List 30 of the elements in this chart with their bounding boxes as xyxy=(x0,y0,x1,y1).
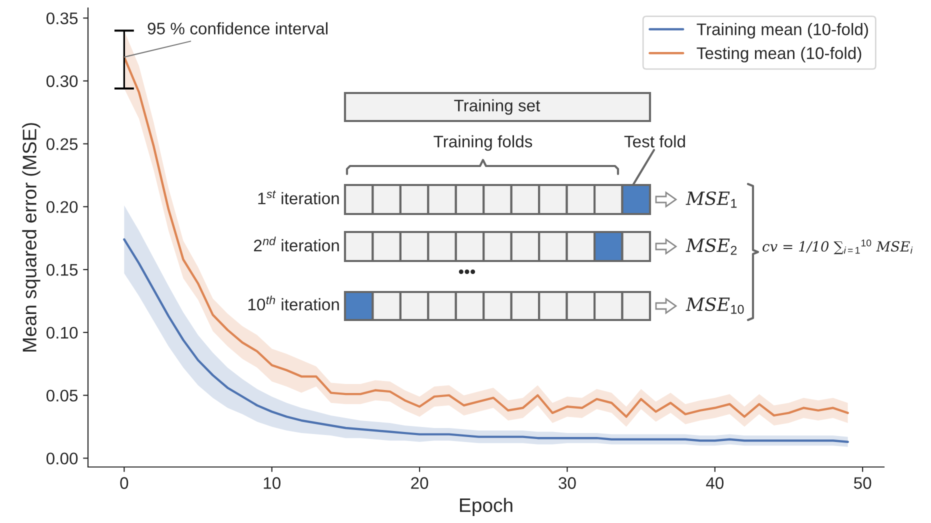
y-axis-title: Mean squared error (MSE) xyxy=(22,123,40,352)
y-tick-label: 0.15 xyxy=(46,264,78,276)
x-axis-title: Epoch xyxy=(460,498,512,516)
legend-label: Training mean (10-fold) xyxy=(696,23,868,39)
y-tick-label: 0.05 xyxy=(46,390,78,402)
annotation: 95 % confidence interval xyxy=(148,22,328,34)
x-tick-label: 50 xyxy=(854,477,872,489)
y-tick-label: 0.30 xyxy=(46,75,78,88)
annotation: MSE$_{1}$ xyxy=(686,191,737,208)
legend-label: Testing mean (10-fold) xyxy=(696,46,862,62)
x-tick-label: 0 xyxy=(120,477,128,489)
x-tick-label: 10 xyxy=(264,477,280,489)
annotation: 10$^{th}$ iteration xyxy=(248,296,339,310)
y-tick-label: 0.35 xyxy=(46,12,78,24)
annotation: MSE$_{2}$ xyxy=(686,238,737,255)
annotation: 2$^{nd}$ iteration xyxy=(254,236,339,252)
y-tick-label: 0.25 xyxy=(46,138,78,150)
annotation: Test fold xyxy=(624,135,685,148)
y-tick-label: 0.10 xyxy=(46,326,78,339)
annotation: Training set xyxy=(454,99,540,115)
annotation: ••• xyxy=(458,270,476,274)
y-tick-label: 0.20 xyxy=(46,201,78,213)
y-tick-label: 0.00 xyxy=(46,452,78,464)
annotation: cv = 1/10 ∑$_{i=1}$$^{10}$ MSE$_{i}$ xyxy=(762,240,913,254)
annotation: MSE$_{10}$ xyxy=(686,297,744,314)
x-tick-label: 30 xyxy=(558,477,576,489)
annotation: 1$^{st}$ iteration xyxy=(258,190,339,204)
x-tick-label: 40 xyxy=(706,477,724,489)
x-tick-label: 20 xyxy=(411,477,428,489)
annotation: Training folds xyxy=(434,135,532,151)
